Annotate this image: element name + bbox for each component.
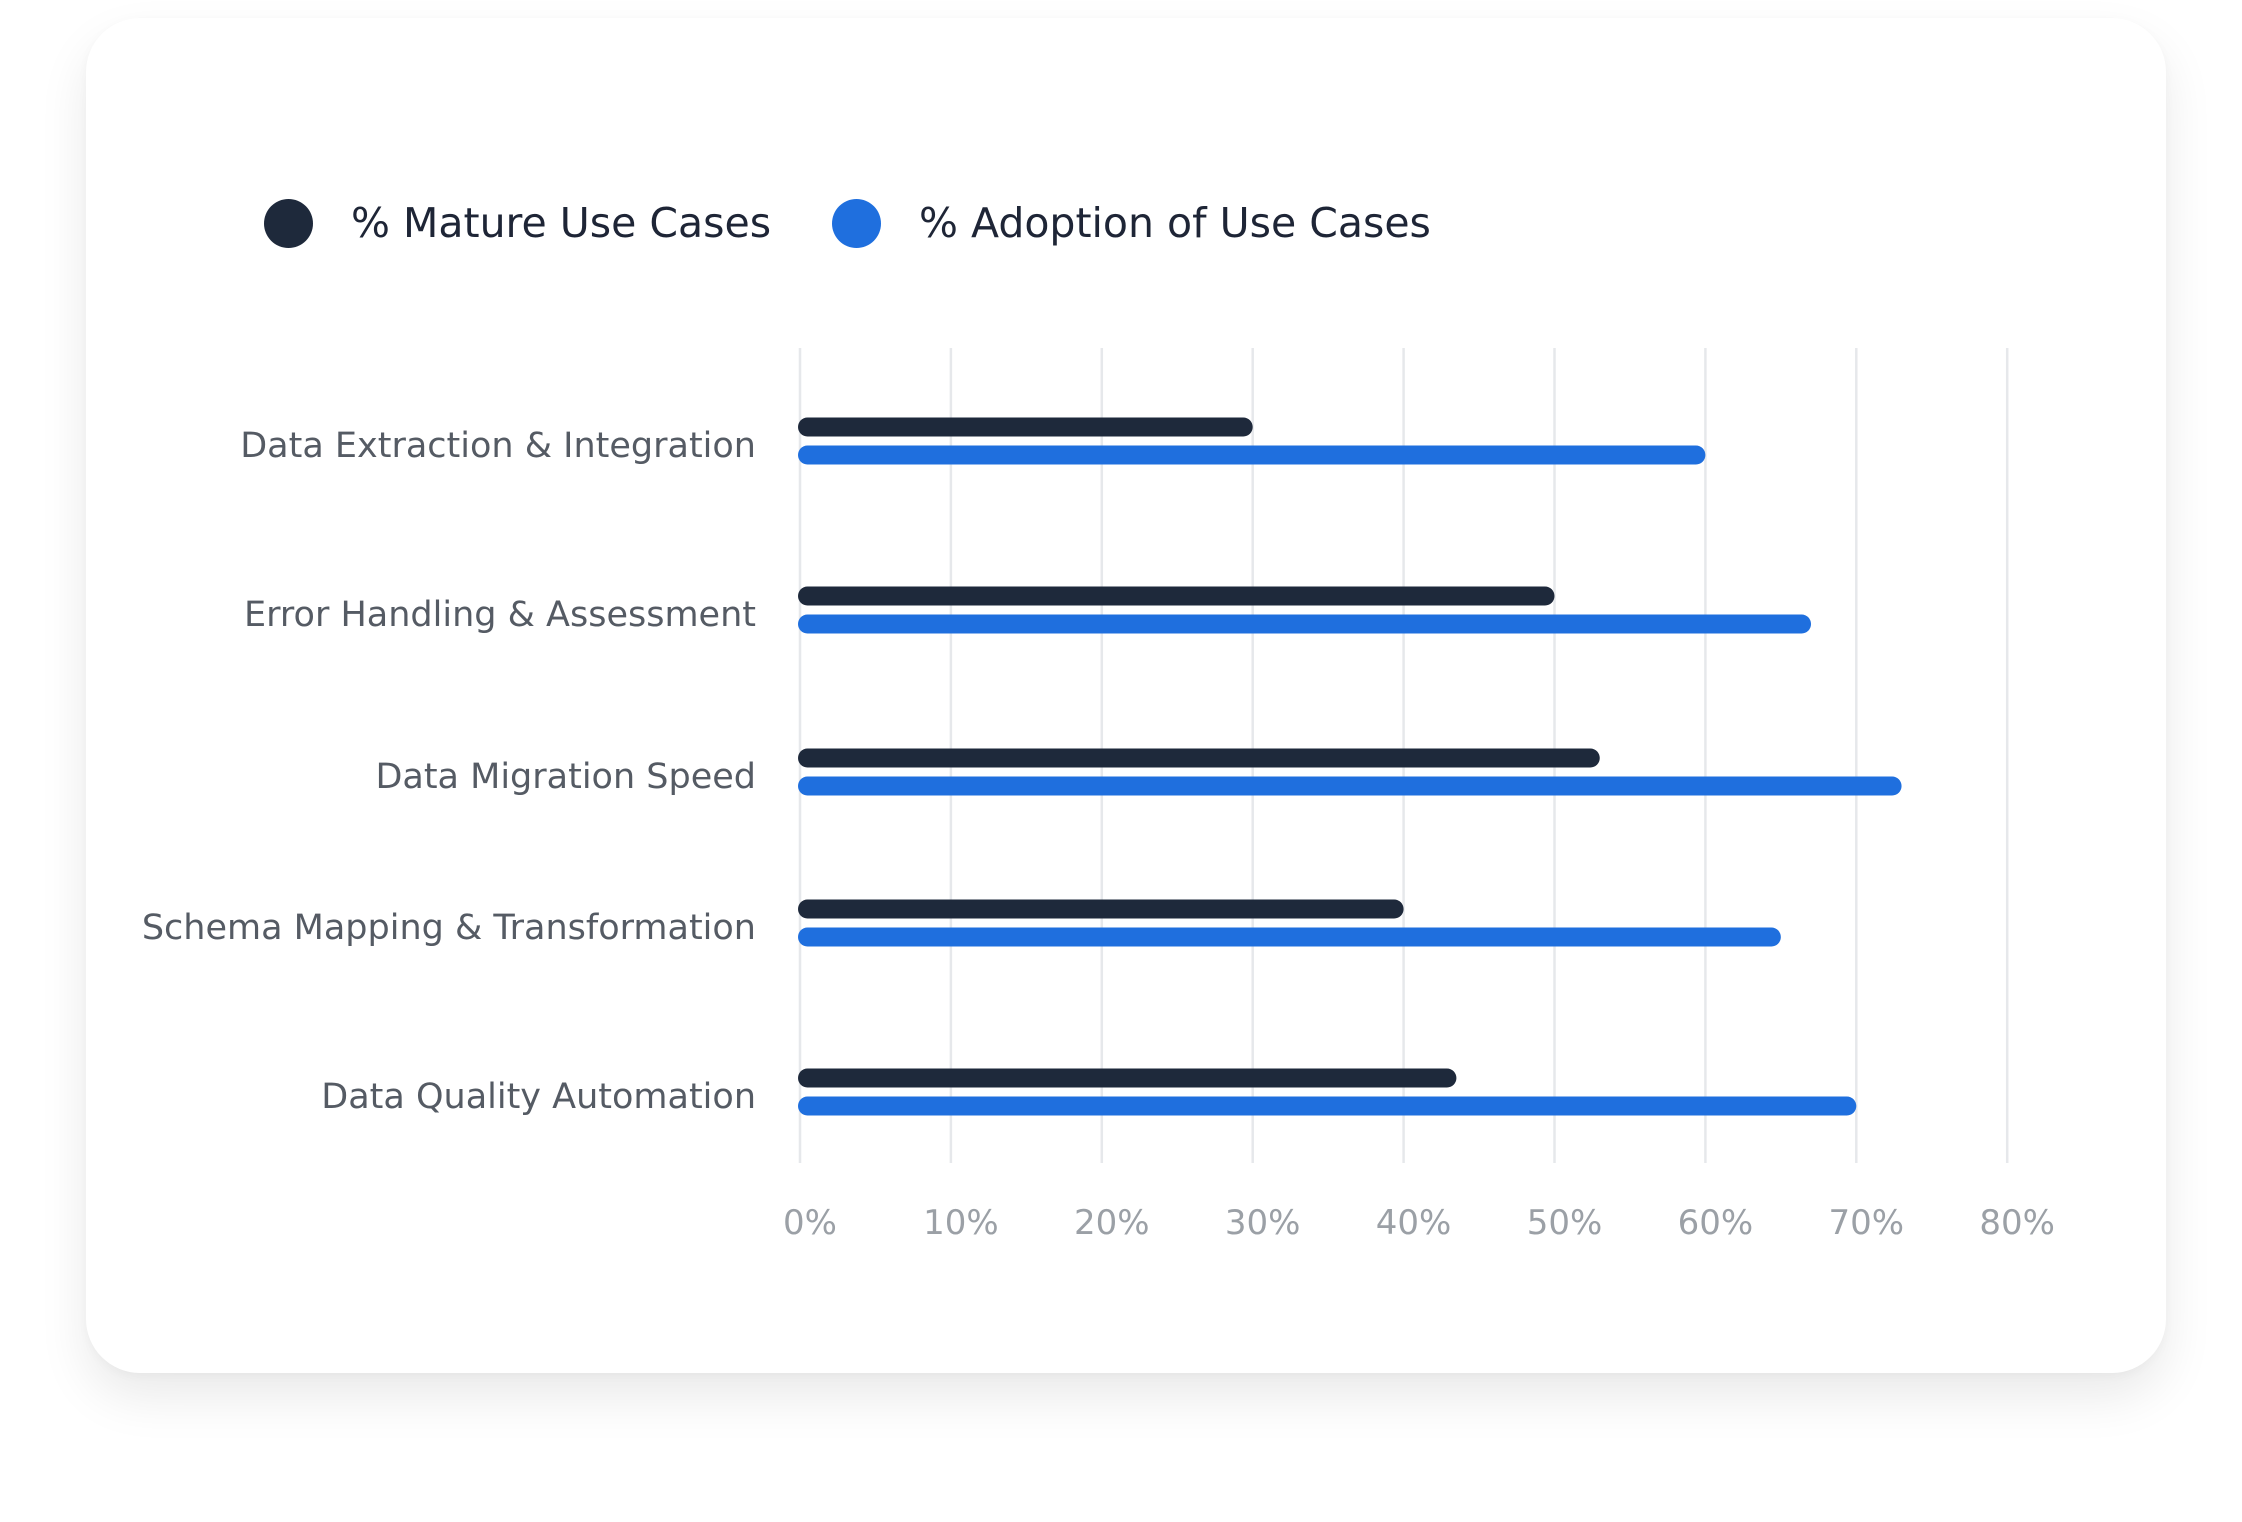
bar-mature — [798, 748, 1600, 768]
bar-adoption — [798, 445, 1706, 465]
legend-marker-adoption — [832, 198, 881, 248]
category-label: Schema Mapping & Transformation — [142, 908, 756, 948]
chart-card — [86, 18, 2166, 1373]
bar-mature — [798, 586, 1555, 606]
x-tick-label: 0% — [783, 1203, 837, 1243]
legend-label-mature: % Mature Use Cases — [351, 199, 772, 247]
bar-adoption — [798, 927, 1781, 947]
x-tick-label: 80% — [1979, 1203, 2055, 1243]
x-tick-label: 40% — [1376, 1203, 1452, 1243]
category-label: Error Handling & Assessment — [244, 595, 756, 635]
category-label: Data Quality Automation — [321, 1077, 756, 1117]
x-tick-label: 60% — [1678, 1203, 1754, 1243]
legend-item-adoption: % Adoption of Use Cases — [832, 193, 1431, 253]
x-tick-label: 70% — [1829, 1203, 1905, 1243]
bar-adoption — [798, 614, 1812, 634]
bar-adoption — [798, 776, 1902, 796]
bar-adoption — [798, 1096, 1857, 1116]
x-tick-label: 30% — [1225, 1203, 1301, 1243]
x-tick-label: 20% — [1074, 1203, 1150, 1243]
x-tick-label: 10% — [923, 1203, 999, 1243]
bar-mature — [798, 417, 1253, 437]
legend-label-adoption: % Adoption of Use Cases — [919, 199, 1431, 247]
category-label: Data Migration Speed — [375, 757, 756, 797]
legend-item-mature: % Mature Use Cases — [264, 193, 771, 253]
x-tick-label: 50% — [1527, 1203, 1603, 1243]
category-label: Data Extraction & Integration — [240, 426, 756, 466]
legend-marker-mature — [264, 198, 313, 248]
bar-mature — [798, 1068, 1457, 1088]
bar-mature — [798, 899, 1404, 919]
